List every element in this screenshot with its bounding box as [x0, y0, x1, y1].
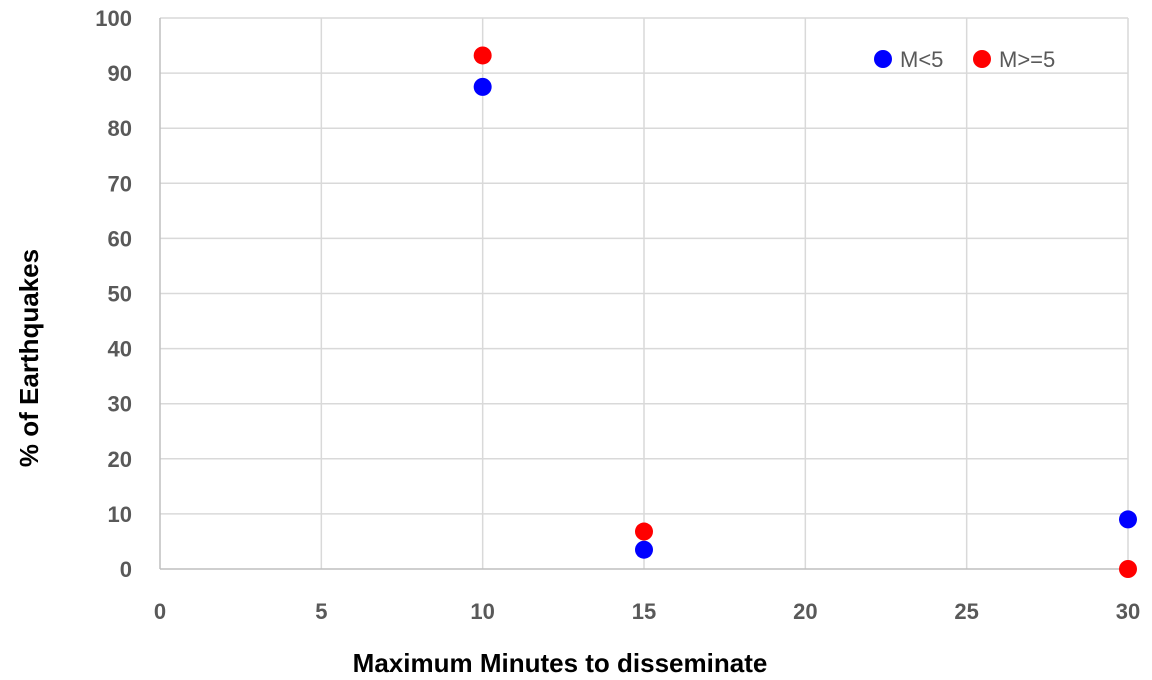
x-tick-label-25: 25: [954, 599, 978, 624]
x-tick-label-0: 0: [154, 599, 166, 624]
x-axis-title: Maximum Minutes to disseminate: [353, 648, 768, 678]
data-points: [473, 46, 1137, 578]
point-series1-2: [635, 540, 653, 559]
point-series2-3: [1119, 560, 1137, 578]
point-series2-1: [473, 46, 492, 65]
axes: [159, 18, 1128, 570]
point-series2-2: [635, 522, 653, 541]
legend-label-1: M<5: [900, 47, 943, 72]
y-tick-label-60: 60: [108, 226, 132, 251]
x-tick-label-5: 5: [315, 599, 327, 624]
x-tick-label-30: 30: [1116, 599, 1140, 624]
legend-label-2: M>=5: [999, 47, 1055, 72]
y-tick-label-90: 90: [108, 61, 132, 86]
point-series1-3: [1119, 510, 1137, 529]
y-tick-label-50: 50: [108, 282, 132, 307]
point-series1-1: [473, 77, 492, 96]
y-tick-label-0: 0: [120, 557, 132, 582]
legend-marker-1: [874, 50, 892, 68]
y-tick-label-70: 70: [108, 171, 132, 196]
x-tick-label-15: 15: [632, 599, 656, 624]
legend-marker-2: [973, 50, 991, 68]
y-tick-label-100: 100: [95, 6, 132, 31]
gridlines: [160, 17, 1129, 569]
x-tick-label-10: 10: [470, 599, 494, 624]
tick-labels: 0 10 20 30 40 50 60 70 80 90 100 0 5 10 15 20 25 30: [95, 6, 1140, 624]
x-tick-label-20: 20: [793, 599, 817, 624]
y-tick-label-80: 80: [108, 116, 132, 141]
y-axis-title: % of Earthquakes: [14, 249, 44, 467]
y-tick-label-20: 20: [108, 447, 132, 472]
y-tick-label-40: 40: [108, 337, 132, 362]
y-tick-label-10: 10: [108, 502, 132, 527]
y-tick-label-30: 30: [108, 392, 132, 417]
legend: M<5 M>=5: [874, 47, 1055, 72]
